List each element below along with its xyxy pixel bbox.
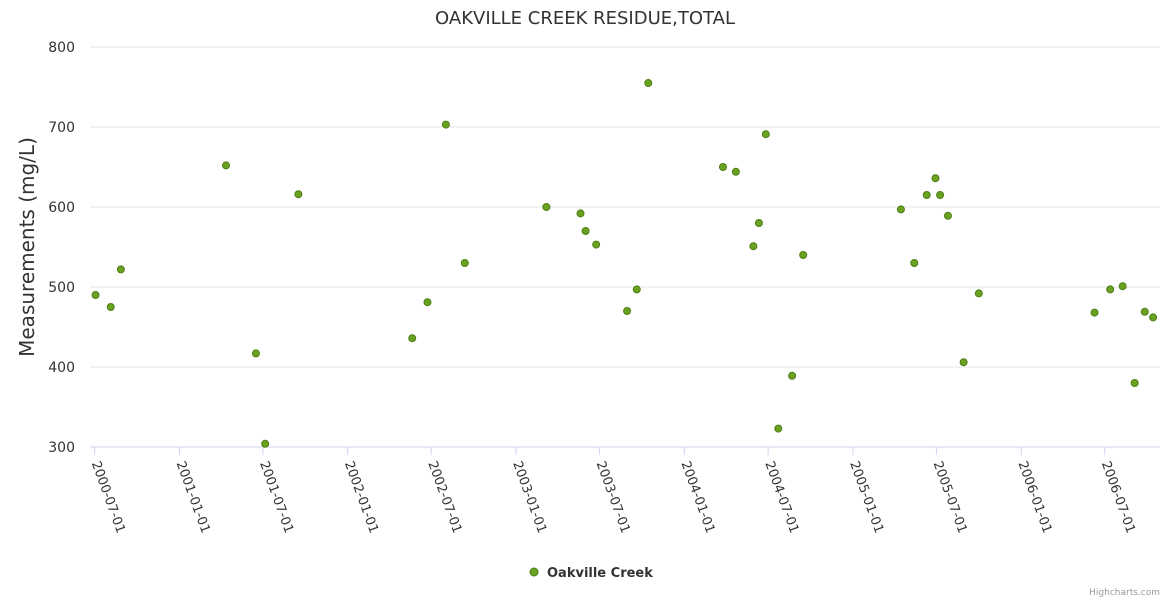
y-tick-label: 800 — [48, 40, 75, 56]
legend-marker-icon — [529, 567, 539, 577]
data-point[interactable] — [1090, 308, 1099, 317]
data-point[interactable] — [1118, 282, 1127, 291]
credits-link[interactable]: Highcharts.com — [1089, 588, 1160, 598]
data-point[interactable] — [644, 79, 653, 87]
data-point[interactable] — [592, 240, 601, 249]
x-axis-ticks: 2000-07-01 2001-01-01 2001-07-01 2002-01-01… — [88, 447, 1138, 535]
data-point[interactable] — [261, 439, 270, 448]
data-point[interactable] — [576, 209, 585, 218]
data-point[interactable] — [1106, 285, 1115, 294]
data-point[interactable] — [294, 190, 303, 199]
x-tick-label: 2004-01-01 — [677, 459, 717, 535]
data-point[interactable] — [774, 424, 783, 433]
data-point[interactable] — [922, 191, 931, 199]
data-point[interactable] — [106, 303, 115, 311]
x-tick-label: 2001-01-01 — [173, 459, 213, 535]
data-point[interactable] — [910, 259, 919, 267]
data-point[interactable] — [91, 291, 100, 299]
data-point[interactable] — [251, 349, 260, 358]
data-point[interactable] — [799, 251, 808, 259]
data-point[interactable] — [116, 265, 125, 274]
data-point[interactable] — [408, 334, 417, 343]
grid-lines — [90, 46, 1160, 368]
x-tick-label: 2002-07-01 — [424, 459, 464, 535]
y-tick-label: 500 — [48, 280, 75, 296]
y-tick-label: 700 — [48, 120, 75, 136]
x-tick-label: 2006-07-01 — [1098, 459, 1138, 535]
chart-title: OAKVILLE CREEK RESIDUE,TOTAL — [435, 8, 735, 29]
data-point[interactable] — [761, 130, 770, 139]
x-tick-label: 2004-07-01 — [761, 459, 801, 535]
data-point[interactable] — [623, 307, 632, 315]
series-oakville-creek — [91, 79, 1158, 448]
x-tick-label: 2006-01-01 — [1014, 459, 1054, 535]
data-point[interactable] — [754, 219, 763, 227]
data-point[interactable] — [788, 371, 797, 380]
x-tick-label: 2000-07-01 — [88, 459, 128, 535]
x-tick-label: 2001-07-01 — [256, 459, 296, 535]
y-tick-label: 600 — [48, 200, 75, 216]
y-tick-label: 400 — [48, 360, 75, 376]
data-point[interactable] — [221, 161, 230, 170]
data-point[interactable] — [959, 358, 968, 367]
legend[interactable]: Oakville Creek — [529, 566, 653, 581]
data-point[interactable] — [1130, 379, 1139, 387]
y-tick-label: 300 — [48, 440, 75, 456]
data-point[interactable] — [731, 167, 740, 176]
data-point[interactable] — [441, 120, 450, 129]
x-tick-label: 2003-01-01 — [509, 459, 549, 535]
data-point[interactable] — [896, 205, 905, 214]
data-point[interactable] — [718, 163, 727, 171]
data-point[interactable] — [749, 242, 758, 251]
x-tick-label: 2005-01-01 — [846, 459, 886, 535]
data-point[interactable] — [460, 259, 469, 267]
data-point[interactable] — [943, 211, 952, 220]
data-point[interactable] — [931, 174, 940, 183]
data-point[interactable] — [542, 203, 551, 211]
x-tick-label: 2002-01-01 — [341, 459, 381, 535]
data-point[interactable] — [632, 285, 641, 294]
data-point[interactable] — [423, 298, 432, 307]
y-axis-ticks: 300 400 500 600 700 800 — [48, 40, 75, 456]
data-point[interactable] — [974, 289, 983, 298]
x-tick-label: 2003-07-01 — [593, 459, 633, 535]
legend-label[interactable]: Oakville Creek — [547, 566, 653, 581]
data-point[interactable] — [936, 191, 945, 199]
data-point[interactable] — [1140, 307, 1149, 316]
data-point[interactable] — [1149, 313, 1158, 322]
y-axis-title: Measurements (mg/L) — [15, 137, 39, 357]
data-point[interactable] — [581, 227, 590, 235]
x-tick-label: 2005-07-01 — [930, 459, 970, 535]
